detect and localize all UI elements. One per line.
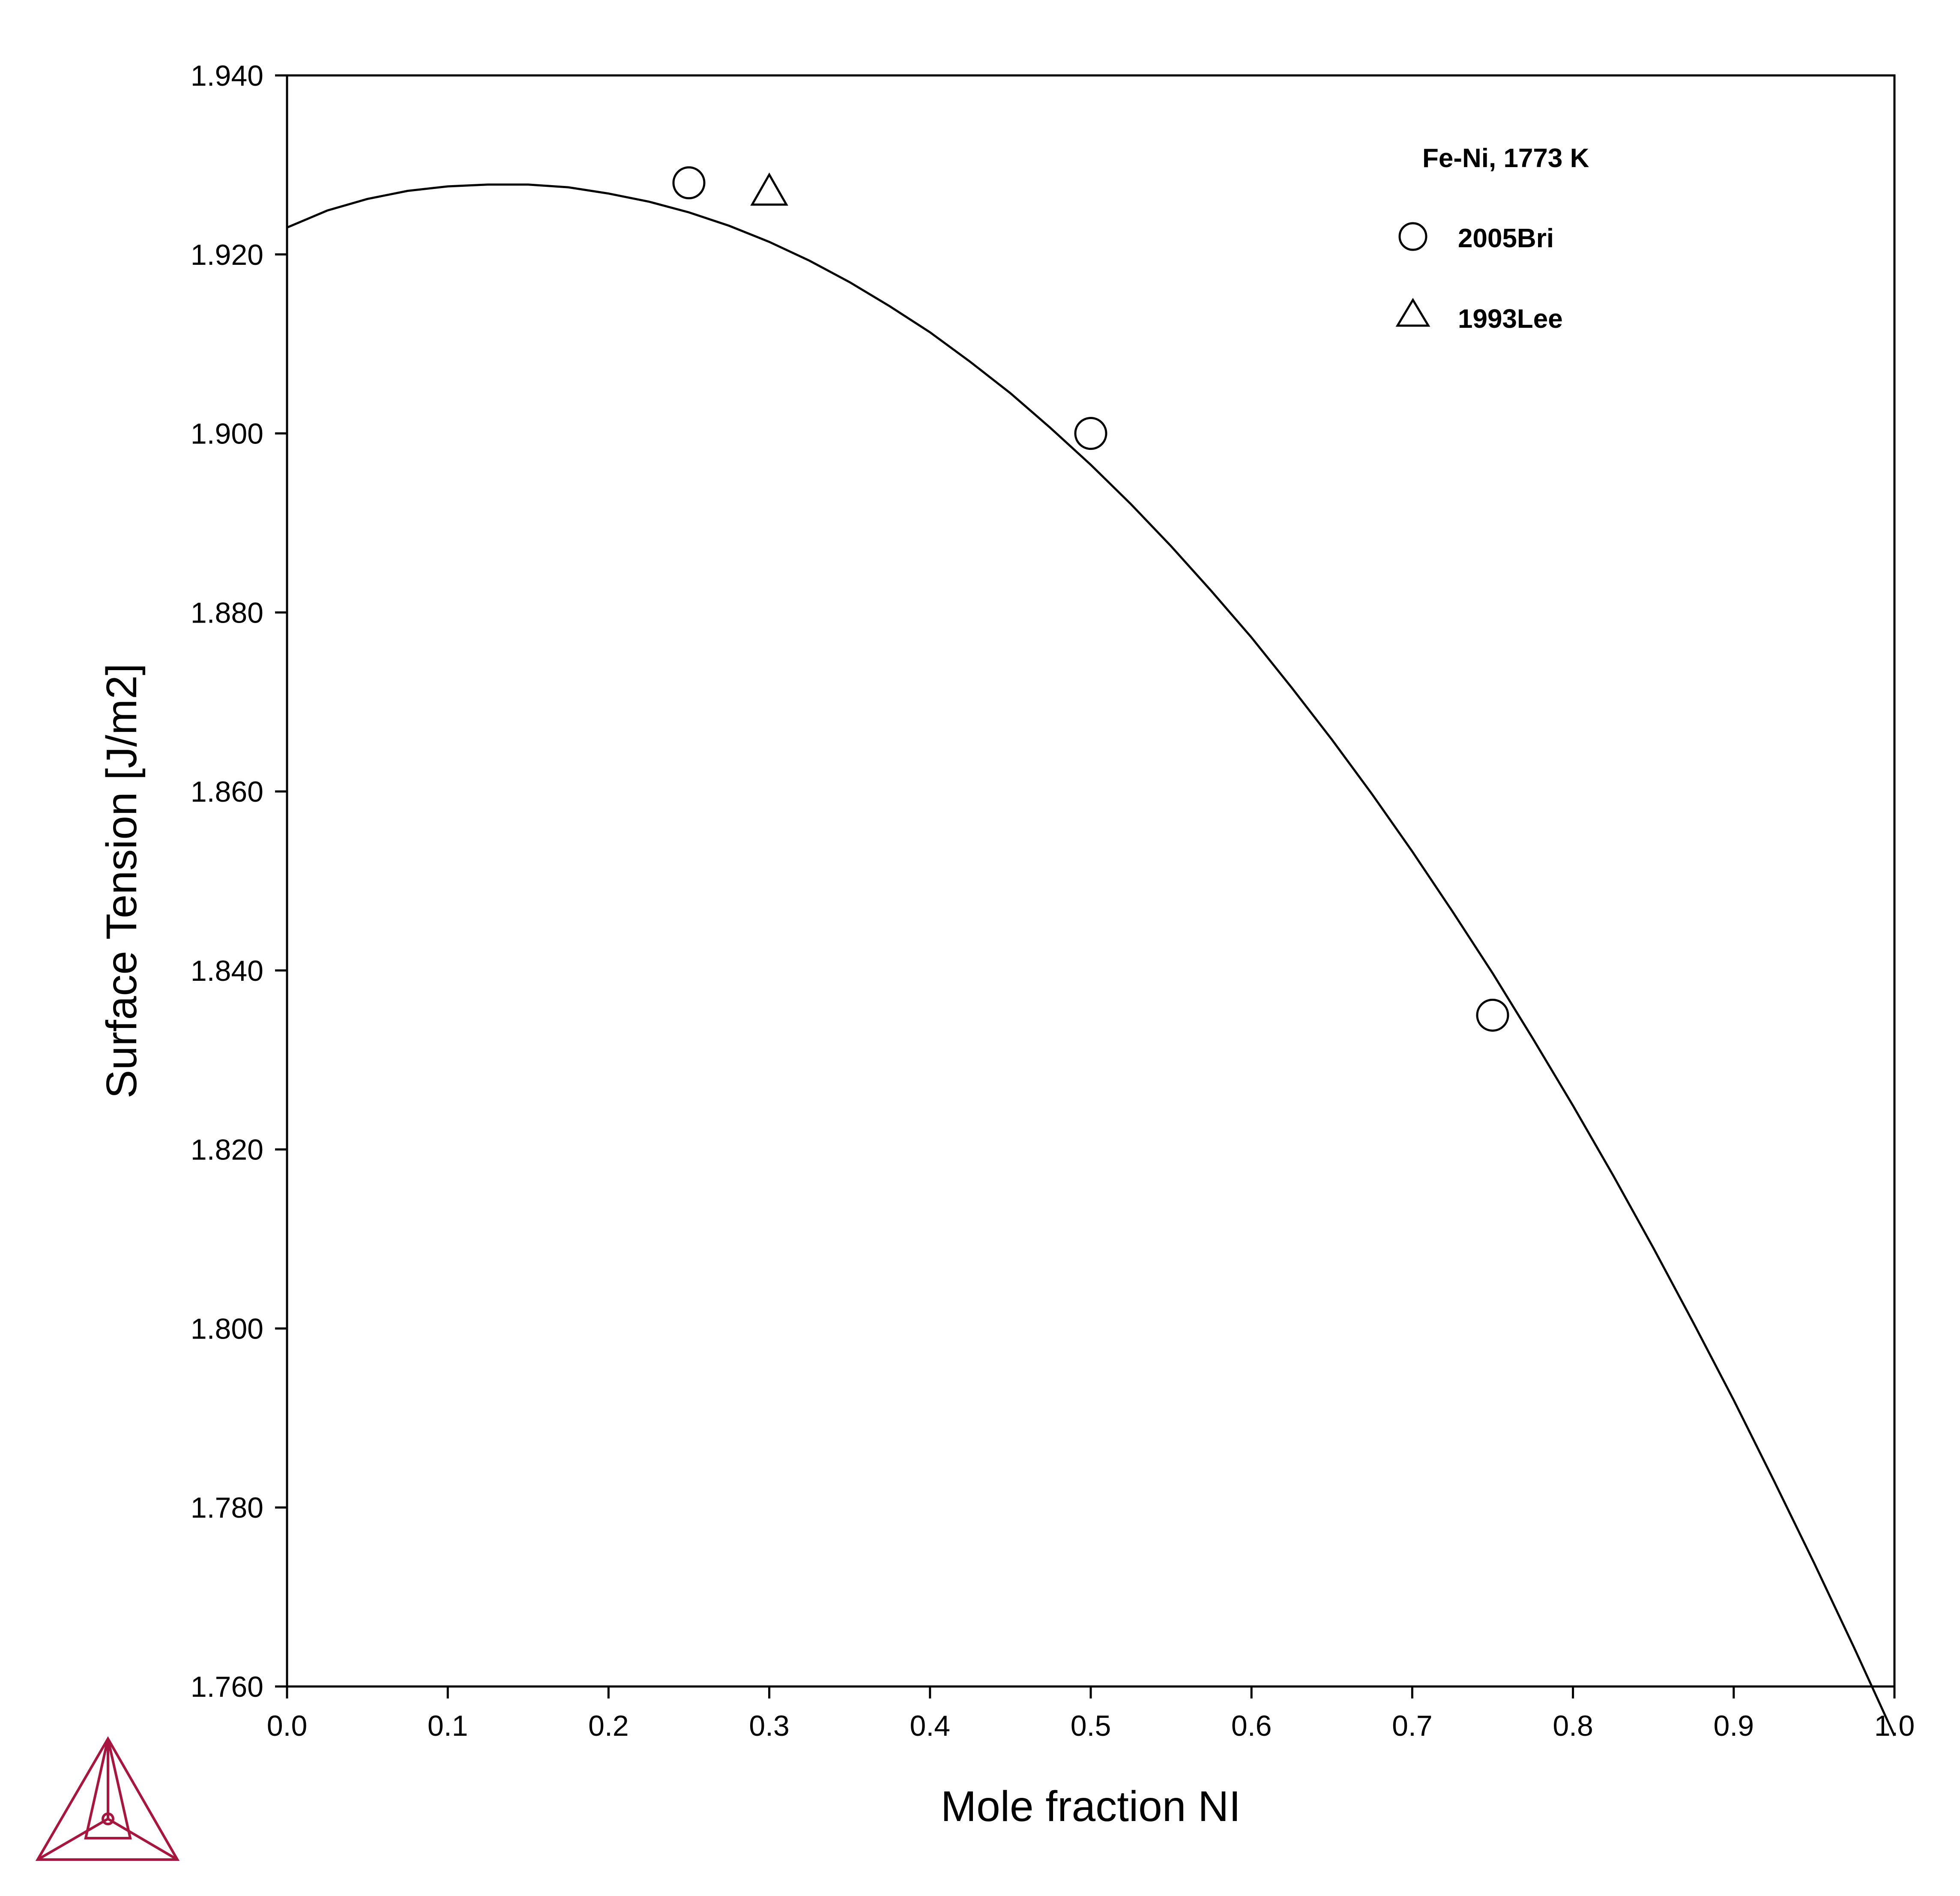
x-axis-title: Mole fraction NI xyxy=(941,1782,1241,1830)
y-tick-label: 1.940 xyxy=(191,60,263,92)
surface-tension-curve xyxy=(287,183,1896,1736)
x-tick-label: 1.0 xyxy=(1874,1710,1915,1742)
x-tick-label: 0.5 xyxy=(1071,1710,1111,1742)
legend-triangle-marker xyxy=(1395,298,1430,327)
y-tick-label: 1.860 xyxy=(191,776,263,808)
x-tick-label: 0.4 xyxy=(910,1710,951,1742)
plot-frame xyxy=(286,74,1896,1688)
y-tick-label: 1.820 xyxy=(191,1134,263,1166)
x-tick-label: 0.1 xyxy=(428,1710,468,1742)
x-tick-label: 0.3 xyxy=(749,1710,790,1742)
y-tick-label: 1.920 xyxy=(191,239,263,271)
x-tick-label: 0.9 xyxy=(1714,1710,1754,1742)
y-tick-label: 1.800 xyxy=(191,1312,263,1345)
data-point-2005bri xyxy=(1476,998,1509,1032)
x-tick-label: 0.8 xyxy=(1553,1710,1593,1742)
y-tick-label: 1.760 xyxy=(191,1671,263,1703)
thermo-calc-logo-icon xyxy=(35,1736,180,1861)
y-axis-title: Surface Tension [J/m2] xyxy=(98,663,146,1098)
legend-label-1993lee: 1993Lee xyxy=(1458,304,1563,334)
x-tick-label: 0.7 xyxy=(1392,1710,1433,1742)
x-axis-ticks: 0.0 0.1 0.2 0.3 0.4 0.5 0.6 0.7 0.8 0.9 1.0 xyxy=(267,1686,1915,1742)
x-tick-label: 0.0 xyxy=(267,1710,308,1742)
y-tick-label: 1.780 xyxy=(191,1492,263,1524)
legend-label-2005bri: 2005Bri xyxy=(1458,224,1554,253)
data-point-2005bri xyxy=(672,166,706,200)
legend: Fe-Ni, 1773 K 2005Bri 1993Lee xyxy=(1395,144,1589,334)
y-tick-label: 1.840 xyxy=(191,955,263,987)
legend-title: Fe-Ni, 1773 K xyxy=(1422,144,1589,173)
y-axis-ticks: 1.760 1.780 1.800 1.820 1.840 1.860 1.880 1.900… xyxy=(191,60,287,1703)
x-tick-label: 0.2 xyxy=(588,1710,629,1742)
legend-circle-marker xyxy=(1398,222,1427,251)
y-tick-label: 1.900 xyxy=(191,418,263,450)
data-point-2005bri xyxy=(1074,417,1107,450)
data-point-1993lee xyxy=(750,172,788,206)
x-tick-label: 0.6 xyxy=(1231,1710,1272,1742)
data-markers xyxy=(672,166,1509,1032)
y-tick-label: 1.880 xyxy=(191,596,263,629)
